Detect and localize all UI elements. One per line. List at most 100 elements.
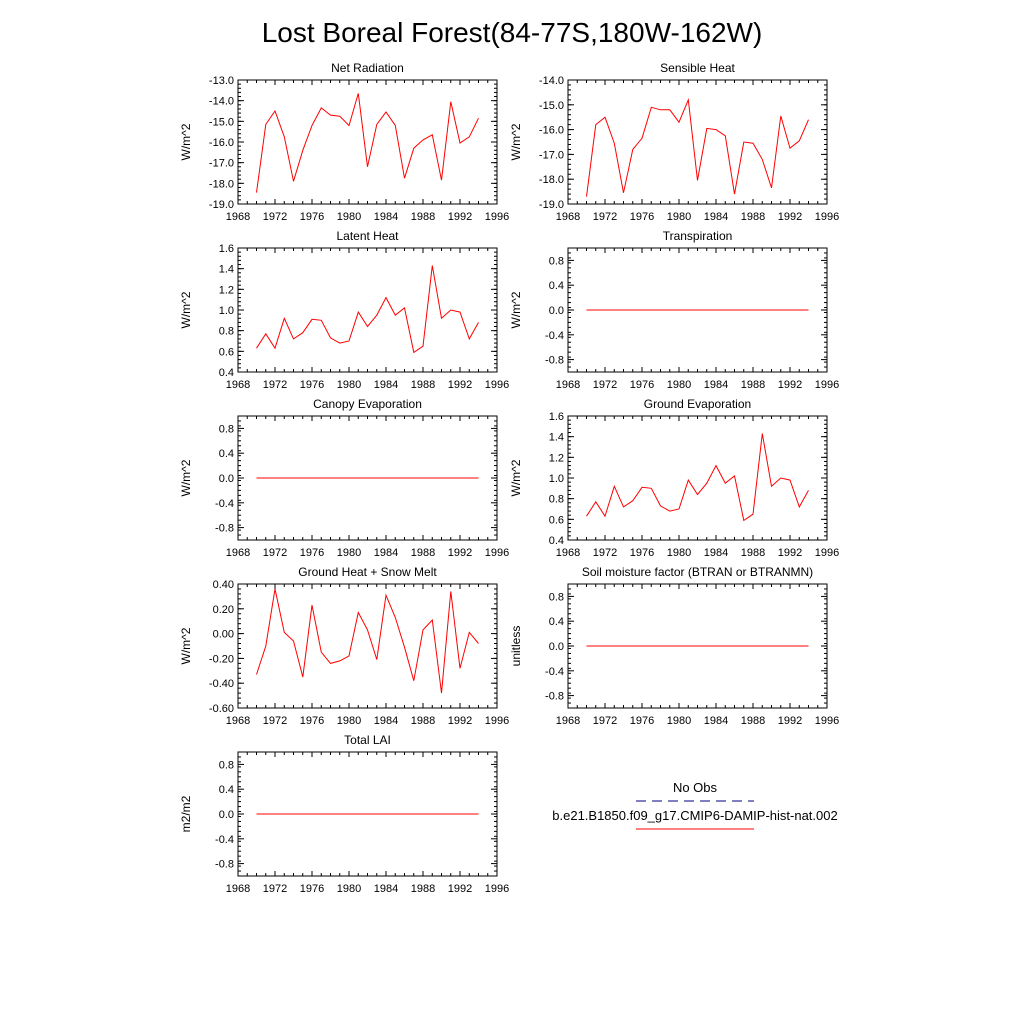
y-tick-label: 1.0: [219, 305, 234, 317]
plot-frame: [237, 583, 498, 709]
y-tick-label: 0.0: [549, 641, 564, 653]
panel-ground-evaporation: Ground Evaporation W/m^2 1968 1972 1976 1980 1…: [509, 397, 839, 559]
x-tick-label: 1988: [741, 379, 765, 391]
x-tick-label: 1976: [300, 379, 324, 391]
y-tick-label: 0.6: [549, 514, 564, 526]
series-line: [256, 265, 479, 354]
y-tick-label: 1.6: [549, 411, 564, 423]
panel-transpiration: Transpiration W/m^2 1968 1972 1976 1980 1984 19…: [509, 229, 839, 391]
x-tick-label: 1988: [411, 379, 435, 391]
x-tick-label: 1988: [411, 883, 435, 895]
x-tick-label: 1968: [556, 547, 580, 559]
y-tick-label: 0.40: [213, 579, 234, 591]
x-tick-label: 1976: [630, 715, 654, 727]
x-tick-label: 1996: [485, 883, 509, 895]
y-tick-label: -14.0: [209, 96, 234, 108]
x-tick-label: 1968: [556, 211, 580, 223]
y-tick-label: 0.0: [219, 809, 234, 821]
x-tick-label: 1992: [448, 547, 472, 559]
x-tick-label: 1972: [263, 883, 287, 895]
x-tick-label: 1980: [337, 379, 361, 391]
x-tick-label: 1972: [593, 547, 617, 559]
panel-sensible-heat: Sensible Heat W/m^2 1968 1972 1976 1980 1984 19…: [509, 61, 839, 223]
x-tick-label: 1996: [485, 715, 509, 727]
x-tick-label: 1992: [778, 715, 802, 727]
y-tick-label: -14.0: [539, 75, 564, 87]
x-tick-label: 1968: [226, 547, 250, 559]
panel-latent-heat: Latent Heat W/m^2 1968 1972 1976 1980 1984 1988…: [179, 229, 509, 391]
x-tick-label: 1980: [667, 547, 691, 559]
x-tick-label: 1980: [337, 211, 361, 223]
plot-frame: [237, 247, 498, 373]
panel-title: Latent Heat: [336, 229, 399, 243]
y-tick-label: -19.0: [209, 199, 234, 211]
y-tick-label: 0.20: [213, 604, 234, 616]
x-tick-label: 1996: [485, 547, 509, 559]
x-tick-label: 1988: [741, 547, 765, 559]
y-tick-label: 0.8: [219, 423, 234, 435]
panels: Net Radiation W/m^2 1968 1972 1976 1980 1984 19…: [179, 61, 839, 895]
y-axis-label: W/m^2: [179, 459, 193, 496]
panel-ground-heat-snow-melt: Ground Heat + Snow Melt W/m^2 1968 1972 1976…: [179, 565, 509, 727]
panel-title: Soil moisture factor (BTRAN or BTRANMN): [582, 565, 813, 579]
y-tick-label: -17.0: [539, 149, 564, 161]
x-tick-label: 1984: [704, 379, 728, 391]
x-tick-label: 1988: [411, 211, 435, 223]
x-tick-label: 1992: [448, 379, 472, 391]
x-tick-label: 1988: [411, 547, 435, 559]
y-axis-label: W/m^2: [179, 291, 193, 328]
x-tick-label: 1972: [263, 379, 287, 391]
y-axis-label: W/m^2: [179, 627, 193, 664]
x-tick-label: 1984: [374, 211, 398, 223]
y-tick-label: -0.8: [545, 691, 564, 703]
y-tick-label: -18.0: [539, 174, 564, 186]
y-axis-label: unitless: [509, 626, 523, 667]
page-title: Lost Boreal Forest(84-77S,180W-162W): [262, 17, 763, 48]
x-tick-label: 1984: [374, 379, 398, 391]
panel-title: Sensible Heat: [660, 61, 735, 75]
x-tick-label: 1980: [337, 883, 361, 895]
y-tick-label: -0.8: [215, 859, 234, 871]
series-line: [586, 97, 809, 197]
y-tick-label: -0.4: [545, 330, 564, 342]
x-tick-label: 1988: [741, 211, 765, 223]
x-tick-label: 1976: [300, 883, 324, 895]
y-tick-label: 1.2: [549, 452, 564, 464]
y-tick-label: 0.4: [219, 448, 234, 460]
x-tick-label: 1976: [300, 547, 324, 559]
panel-title: Transpiration: [663, 229, 733, 243]
panel-total-lai: Total LAI m2/m2 1968 1972 1976 1980 1984 1988 19…: [179, 733, 509, 895]
y-tick-label: 0.4: [549, 616, 564, 628]
x-tick-label: 1996: [815, 211, 839, 223]
x-tick-label: 1972: [593, 379, 617, 391]
x-tick-label: 1996: [815, 379, 839, 391]
y-tick-label: -0.4: [545, 666, 564, 678]
y-tick-label: 1.4: [219, 264, 234, 276]
x-tick-label: 1988: [741, 715, 765, 727]
series-line: [256, 93, 479, 193]
y-tick-label: -16.0: [539, 125, 564, 137]
panel-title: Canopy Evaporation: [313, 397, 422, 411]
y-tick-label: -0.4: [215, 834, 234, 846]
x-tick-label: 1992: [778, 211, 802, 223]
y-tick-label: -13.0: [209, 75, 234, 87]
x-tick-label: 1976: [630, 211, 654, 223]
y-tick-label: -0.40: [209, 678, 234, 690]
y-axis-label: m2/m2: [179, 795, 193, 832]
series-line: [256, 588, 479, 694]
y-tick-label: 0.8: [219, 759, 234, 771]
x-tick-label: 1980: [667, 211, 691, 223]
y-tick-label: 1.6: [219, 243, 234, 255]
x-tick-label: 1992: [778, 547, 802, 559]
legend: No Obs b.e21.B1850.f09_g17.CMIP6-DAMIP-h…: [552, 780, 838, 830]
x-tick-label: 1988: [411, 715, 435, 727]
x-tick-label: 1968: [226, 715, 250, 727]
y-tick-label: -0.60: [209, 703, 234, 715]
x-tick-label: 1976: [630, 379, 654, 391]
y-tick-label: 1.4: [549, 432, 564, 444]
x-tick-label: 1984: [374, 547, 398, 559]
x-tick-label: 1996: [485, 211, 509, 223]
y-tick-label: -15.0: [209, 116, 234, 128]
y-tick-label: -17.0: [209, 158, 234, 170]
